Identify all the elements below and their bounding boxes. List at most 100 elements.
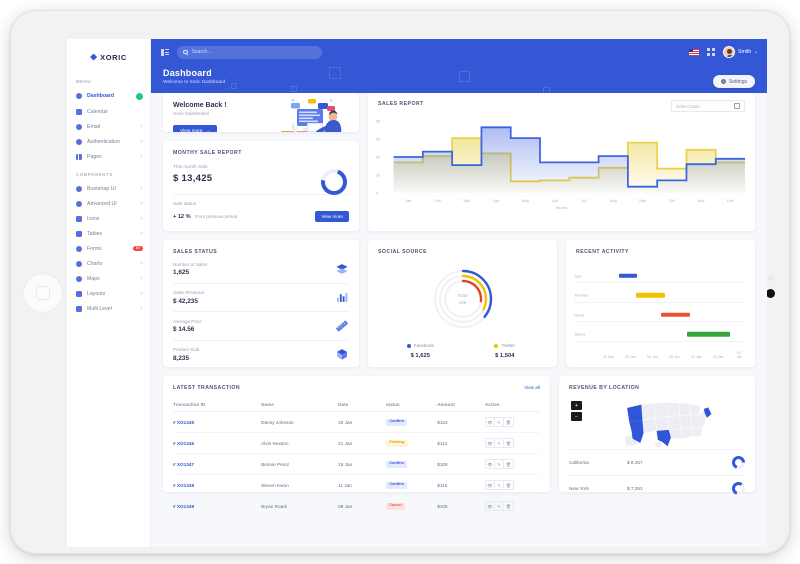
pencil-icon[interactable]: ✎ <box>495 460 504 468</box>
eye-icon[interactable]: 👁 <box>486 418 495 426</box>
calendar-icon <box>734 103 740 109</box>
brand-logo[interactable]: XORIC <box>67 43 150 71</box>
sidebar-item-bootstrap-ui[interactable]: Bootstrap UI ˅ <box>67 181 150 196</box>
table-row[interactable]: # XO1345 Danny Johnson 26 Jan Confirm $124 👁 ✎… <box>173 411 540 433</box>
table-row[interactable]: # XO1349 Bryan Roark 08 Jan Cancel $105 👁 ✎ 🗑 <box>173 495 540 517</box>
sales-status-card: SALES STATUS Number of Sales 1,625 <box>163 240 359 367</box>
trash-icon[interactable]: 🗑 <box>505 419 511 425</box>
left-column: Welcome Back ! Xoric Dashboard View more… <box>163 93 359 231</box>
eye-icon[interactable]: 👁 <box>486 502 495 510</box>
eye-icon[interactable]: 👁 <box>486 460 495 468</box>
chevron-down-icon: ˅ <box>140 305 143 312</box>
table-row[interactable]: # XO1348 Steven Kwon 11 Jan Confirm $115 👁 ✎ 🗑 <box>173 474 540 496</box>
pencil-icon[interactable]: ✎ <box>495 439 504 447</box>
sidebar-collapse-icon[interactable] <box>161 48 169 56</box>
trash-icon[interactable]: 🗑 <box>505 482 511 488</box>
sidebar-item-tables[interactable]: Tables ˅ <box>67 226 150 241</box>
advanced-ui-icon <box>76 200 82 207</box>
search-input[interactable] <box>191 49 316 55</box>
topbar-actions: Smith ˅ <box>689 46 757 58</box>
cell-amount: $112 <box>437 432 485 454</box>
status-badge: Confirm <box>385 460 408 468</box>
sales-status-value: 8,235 <box>173 354 189 362</box>
us-flag-icon[interactable] <box>689 48 700 56</box>
tablet-sensor <box>768 276 773 281</box>
sidebar-item-label: Pages <box>87 153 102 160</box>
form-icon <box>76 245 82 252</box>
sidebar-item-authentication[interactable]: Authentication ˅ <box>67 134 150 149</box>
trash-icon[interactable]: 🗑 <box>505 503 511 509</box>
sidebar-item-calendar[interactable]: Calendar <box>67 104 150 119</box>
page-subtitle: Welcome to Xoric Dashboard <box>163 80 226 85</box>
cell-transaction-id: # XO1346 <box>173 432 262 454</box>
transaction-id-link[interactable]: # XO1347 <box>173 461 195 467</box>
sidebar-item-label: Multi Level <box>87 305 112 312</box>
cell-transaction-id: # XO1348 <box>173 474 262 496</box>
app-screen: XORIC MENU Dashboard Calendar Email ˅ Au… <box>67 39 767 547</box>
table-row[interactable]: # XO1347 Bennie Perez 15 Jan Confirm $106 👁 ✎ 🗑 <box>173 453 540 475</box>
sidebar-item-advanced-ui[interactable]: Advanced UI ˅ <box>67 196 150 211</box>
sidebar-item-label: Icons <box>87 215 100 222</box>
cell-status: Cancel <box>385 495 438 517</box>
latest-transaction-card: LATEST TRANSACTION View all Transaction … <box>163 376 550 517</box>
trash-icon[interactable]: 🗑 <box>505 461 511 467</box>
settings-button[interactable]: Settings <box>712 75 755 88</box>
map-zoom-in-button[interactable]: + <box>571 401 582 410</box>
pages-icon <box>76 153 82 160</box>
sidebar-item-dashboard[interactable]: Dashboard <box>67 88 150 104</box>
sidebar-item-label: Dashboard <box>87 93 115 99</box>
transaction-id-link[interactable]: # XO1345 <box>173 419 195 425</box>
search-box[interactable] <box>177 45 322 59</box>
row-top: Welcome Back ! Xoric Dashboard View more… <box>163 93 755 231</box>
transaction-id-link[interactable]: # XO1346 <box>173 440 195 446</box>
cell-amount: $115 <box>437 474 485 496</box>
trash-icon[interactable]: 🗑 <box>505 440 511 446</box>
apps-grid-icon[interactable] <box>707 48 715 56</box>
cell-date: 21 Jan <box>338 432 386 454</box>
column-amount: Amount <box>437 398 485 412</box>
cell-amount: $106 <box>437 453 485 475</box>
eye-icon[interactable]: 👁 <box>486 481 495 489</box>
table-row[interactable]: # XO1346 Alvin Newton 21 Jan Pending $112 👁 ✎ 🗑 <box>173 432 540 454</box>
transaction-id-link[interactable]: # XO1348 <box>173 482 195 488</box>
sidebar-item-pages[interactable]: Pages ˅ <box>67 149 150 164</box>
welcome-view-more-button[interactable]: View more → <box>173 125 218 132</box>
sidebar-item-layouts[interactable]: Layouts ˅ <box>67 286 150 301</box>
tablet-home-button[interactable] <box>23 273 63 313</box>
cell-date: 08 Jan <box>338 495 386 517</box>
sidebar-item-icons[interactable]: Icons ˅ <box>67 211 150 226</box>
activity-bar[interactable] <box>635 293 665 298</box>
sidebar-item-maps[interactable]: Maps ˅ <box>67 271 150 286</box>
sales-status-value: $ 42,235 <box>173 297 198 305</box>
pencil-icon[interactable]: ✎ <box>495 418 504 426</box>
sidebar-item-label: Charts <box>87 260 103 267</box>
sidebar-item-charts[interactable]: Charts ˅ <box>67 256 150 271</box>
activity-bar[interactable] <box>686 332 730 337</box>
revenue-location-name: New York <box>569 486 589 491</box>
cell-amount: $105 <box>437 495 485 517</box>
sidebar-item-email[interactable]: Email ˅ <box>67 119 150 134</box>
activity-bar[interactable] <box>660 312 690 318</box>
sidebar-item-forms[interactable]: Forms 07 <box>67 241 150 256</box>
x-tick-label: Mar <box>463 198 471 203</box>
bootstrap-icon <box>76 185 82 192</box>
chevron-down-icon: ˅ <box>140 153 143 160</box>
sales-status-title: SALES STATUS <box>173 249 218 255</box>
map-zoom-out-button[interactable]: − <box>571 412 582 421</box>
monthly-sale-view-more-button[interactable]: View more <box>315 211 349 222</box>
sidebar-item-label: Advanced UI <box>87 200 117 207</box>
sidebar-item-label: Forms <box>87 245 102 252</box>
activity-bar[interactable] <box>618 273 637 278</box>
pencil-icon[interactable]: ✎ <box>495 481 504 489</box>
sidebar-item-multi-level[interactable]: Multi Level ˅ <box>67 301 150 316</box>
us-map-svg[interactable] <box>597 397 747 449</box>
eye-icon[interactable]: 👁 <box>486 439 495 447</box>
user-menu[interactable]: Smith ˅ <box>723 46 757 58</box>
cell-transaction-id: # XO1349 <box>173 495 262 517</box>
view-all-link[interactable]: View all <box>524 385 540 390</box>
forms-badge: 07 <box>133 245 143 252</box>
select-date-input[interactable]: Select Date <box>671 100 745 112</box>
transaction-id-link[interactable]: # XO1349 <box>173 503 195 509</box>
pencil-icon[interactable]: ✎ <box>495 502 504 510</box>
latest-transaction-title: LATEST TRANSACTION <box>173 385 241 391</box>
